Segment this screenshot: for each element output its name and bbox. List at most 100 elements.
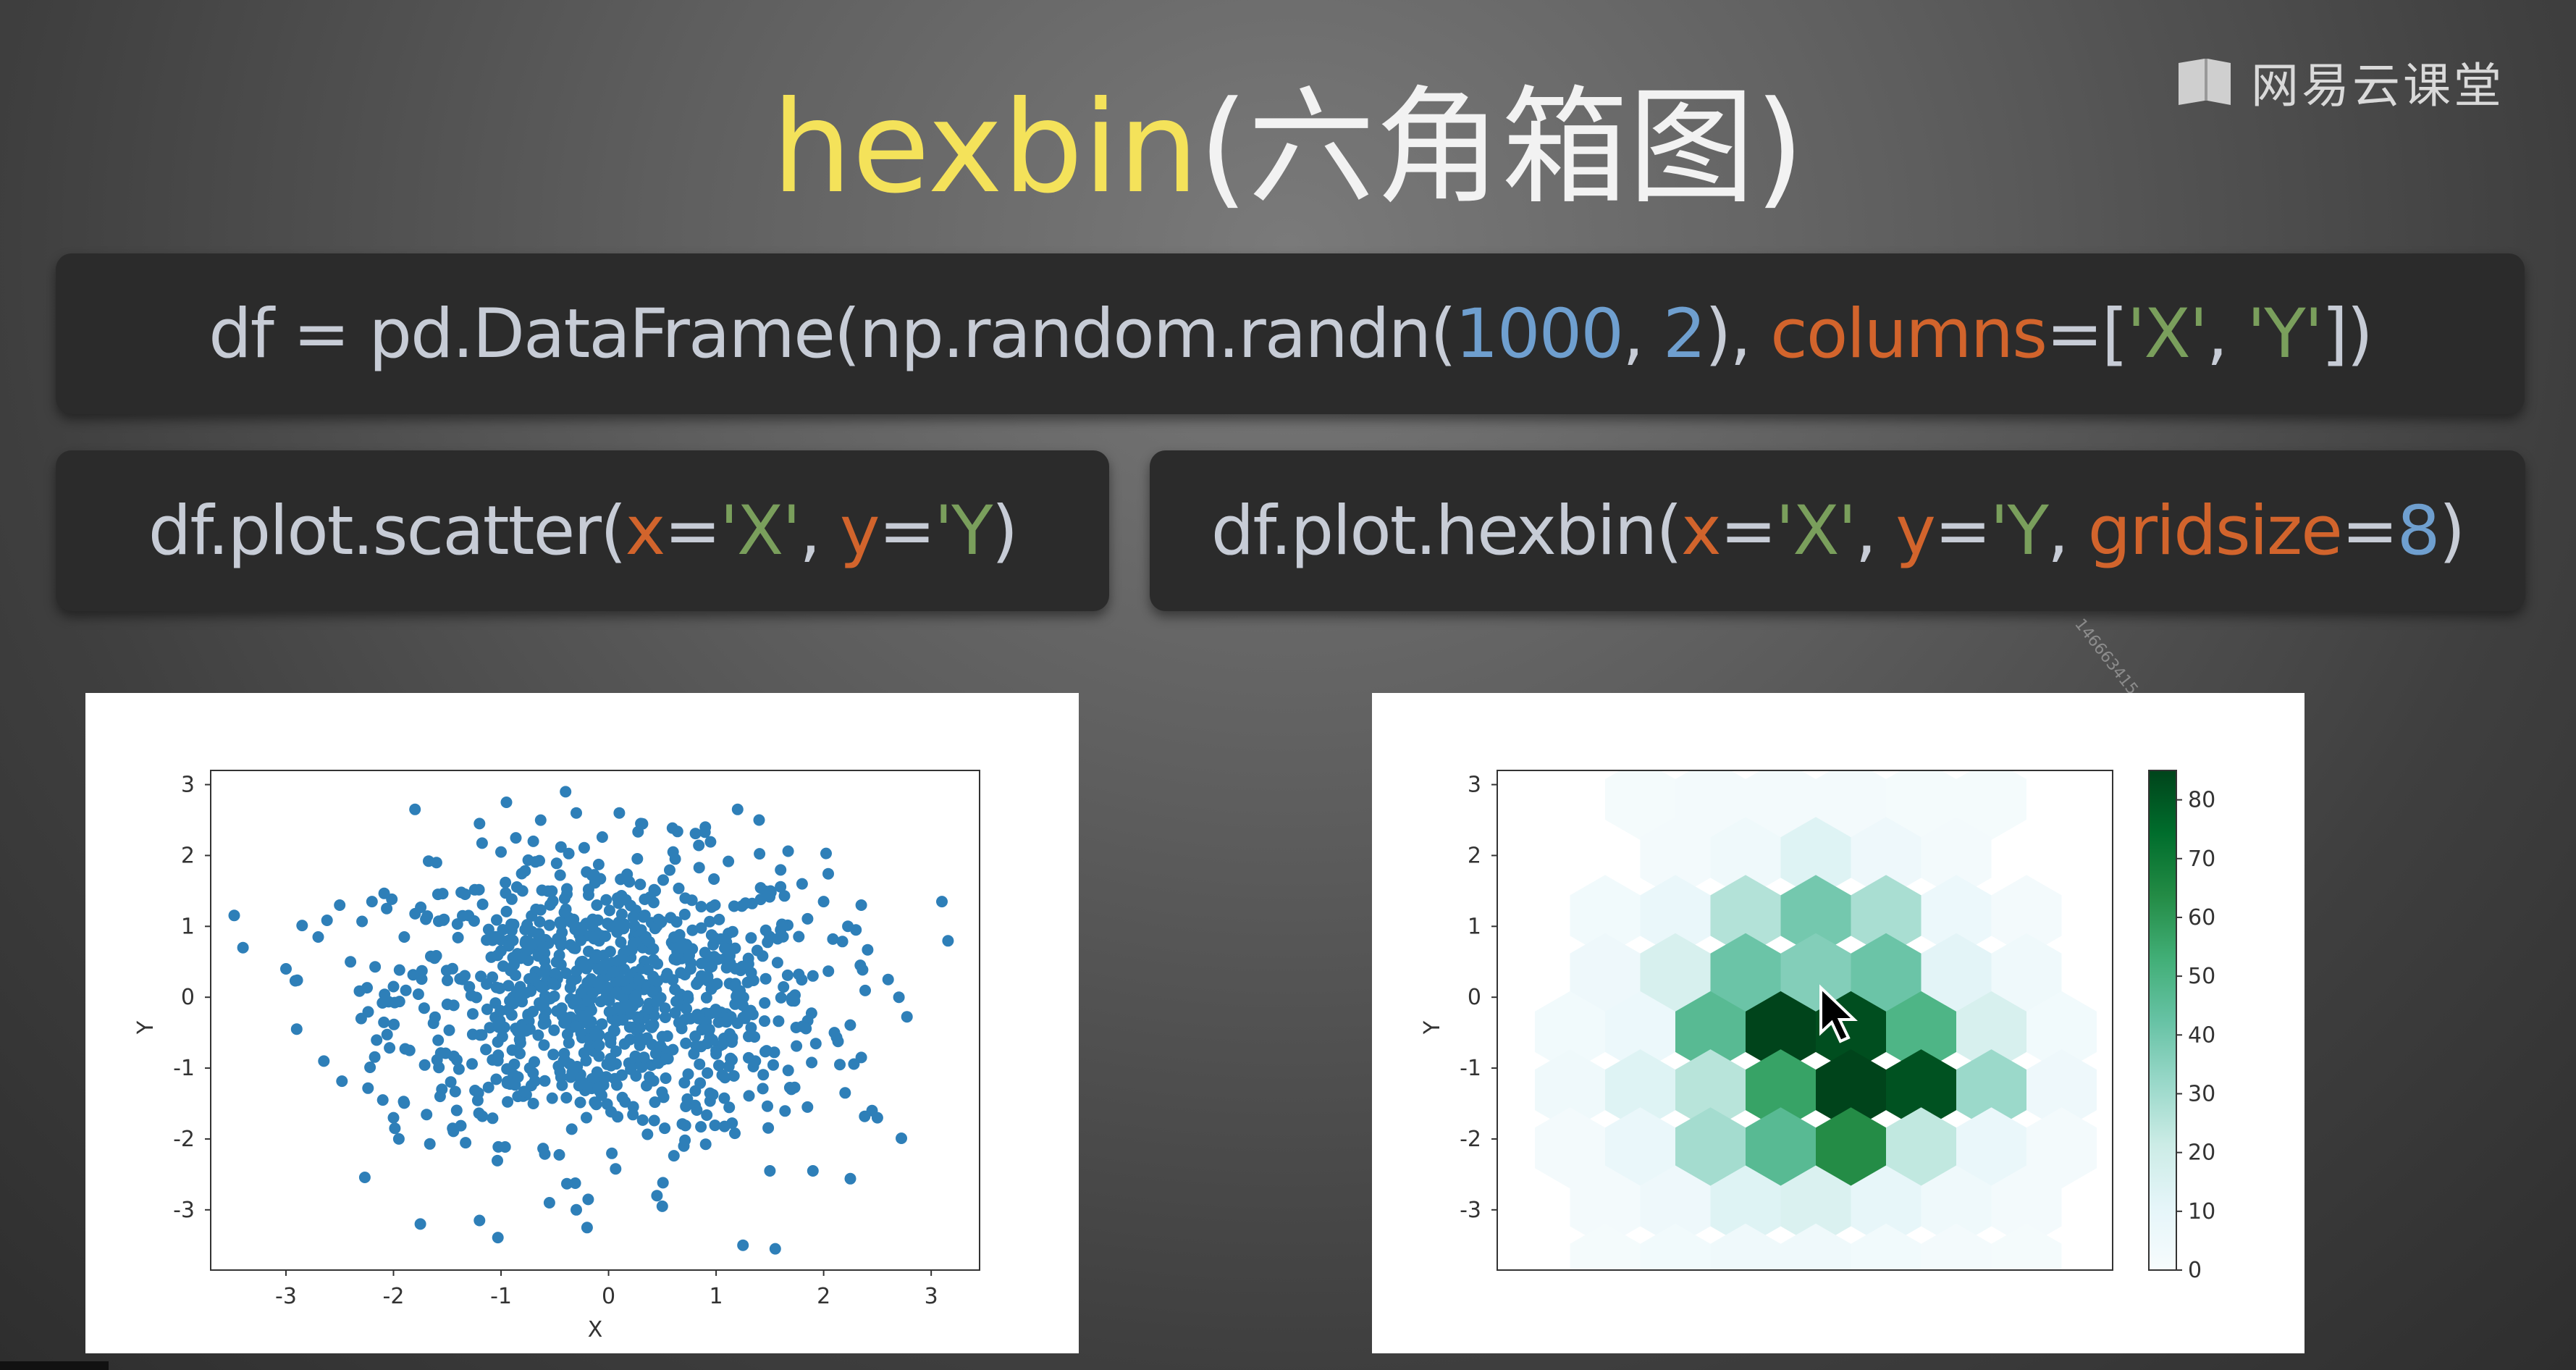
scatter-point bbox=[656, 1086, 668, 1098]
scatter-point bbox=[605, 1033, 617, 1045]
scatter-point bbox=[669, 983, 681, 996]
hex-cell bbox=[1851, 875, 1922, 957]
scatter-point bbox=[644, 891, 656, 903]
scatter-point bbox=[745, 932, 757, 944]
scatter-point bbox=[807, 970, 819, 982]
scatter-point bbox=[648, 1114, 660, 1127]
scatter-point bbox=[550, 857, 563, 870]
hex-cell bbox=[1640, 1165, 1711, 1247]
scatter-point bbox=[397, 1096, 410, 1108]
scatter-point bbox=[832, 1035, 844, 1048]
y-tick-label: 2 bbox=[181, 843, 195, 868]
code-token: = bbox=[1934, 491, 1992, 571]
scatter-point bbox=[485, 951, 497, 963]
hex-cell bbox=[2026, 1049, 2097, 1131]
scatter-point bbox=[393, 964, 405, 976]
code-token: df = pd.DataFrame(np.random.randn( bbox=[209, 294, 1457, 374]
title-main: hexbin bbox=[771, 75, 1199, 222]
scatter-point bbox=[538, 1039, 550, 1051]
code-token: 2 bbox=[1662, 294, 1706, 374]
scatter-point bbox=[289, 975, 301, 987]
hex-cell bbox=[1640, 933, 1711, 1014]
scatter-point bbox=[482, 1081, 494, 1093]
scatter-point bbox=[596, 1018, 608, 1030]
scatter-point bbox=[563, 847, 575, 860]
code-token: 'Y' bbox=[2247, 294, 2323, 374]
scatter-point bbox=[624, 1033, 636, 1046]
scatter-axes-frame bbox=[210, 770, 980, 1271]
hex-cell bbox=[1886, 770, 1956, 840]
scatter-point bbox=[389, 1122, 401, 1135]
scatter-point bbox=[681, 1003, 693, 1015]
hex-cell bbox=[1710, 1223, 1781, 1270]
scatter-point bbox=[547, 978, 559, 990]
scatter-point bbox=[936, 896, 948, 908]
code-token: , bbox=[1622, 294, 1663, 374]
scatter-point bbox=[779, 1105, 791, 1117]
hex-cell bbox=[1746, 770, 1816, 840]
scatter-point bbox=[418, 1059, 431, 1071]
y-tick-label: 2 bbox=[1468, 843, 1481, 868]
scatter-point bbox=[423, 855, 434, 867]
scatter-point bbox=[555, 1071, 567, 1083]
scatter-point bbox=[500, 905, 513, 917]
scatter-point bbox=[647, 954, 660, 966]
scatter-point bbox=[607, 1058, 619, 1070]
scatter-point bbox=[627, 1101, 639, 1113]
scatter-point bbox=[318, 1055, 330, 1067]
scatter-point bbox=[466, 1058, 478, 1070]
scatter-point bbox=[615, 919, 627, 931]
y-tick-label: 3 bbox=[181, 773, 195, 798]
scatter-point bbox=[612, 1001, 624, 1014]
scatter-point bbox=[480, 1043, 492, 1056]
code-token: 8 bbox=[2396, 491, 2441, 571]
code-line-2: df.plot.scatter(x='X', y='Y) bbox=[148, 491, 1019, 571]
scatter-point bbox=[482, 923, 494, 936]
hex-cell bbox=[1675, 1049, 1746, 1131]
scatter-point bbox=[489, 930, 502, 943]
scatter-point bbox=[280, 963, 292, 975]
scatter-point bbox=[600, 894, 613, 906]
code-token: , bbox=[799, 491, 840, 571]
scatter-point bbox=[634, 1022, 647, 1034]
scatter-point bbox=[497, 924, 509, 936]
scatter-point bbox=[487, 1112, 499, 1125]
scatter-point bbox=[718, 1092, 731, 1104]
scatter-point bbox=[497, 960, 509, 972]
scatter-point bbox=[741, 958, 754, 970]
scatter-point bbox=[737, 1239, 749, 1251]
scatter-point bbox=[492, 1154, 503, 1167]
scatter-point bbox=[459, 888, 471, 900]
scatter-point bbox=[366, 896, 378, 908]
scatter-point bbox=[543, 919, 555, 931]
code-token: columns bbox=[1770, 294, 2047, 374]
scatter-point bbox=[378, 1016, 390, 1028]
scatter-point bbox=[450, 1104, 463, 1117]
hex-cell bbox=[1675, 770, 1746, 840]
scatter-point bbox=[501, 1075, 513, 1088]
x-tick-label: 2 bbox=[817, 1284, 830, 1309]
scatter-point bbox=[520, 1025, 532, 1037]
scatter-point bbox=[647, 943, 660, 955]
book-icon bbox=[2179, 59, 2231, 105]
scatter-point bbox=[590, 1098, 602, 1111]
mouse-cursor-icon bbox=[1819, 984, 1858, 1043]
scatter-point bbox=[445, 1076, 457, 1088]
scatter-point bbox=[661, 967, 673, 980]
scatter-point bbox=[570, 1020, 582, 1033]
scatter-point bbox=[762, 1122, 775, 1134]
scatter-point bbox=[499, 1141, 511, 1153]
code-token: = bbox=[1720, 491, 1777, 571]
scatter-point bbox=[296, 920, 308, 932]
scatter-point bbox=[725, 1052, 736, 1064]
y-tick-label: 0 bbox=[181, 985, 195, 1010]
scatter-point bbox=[481, 1003, 493, 1015]
scatter-point bbox=[822, 965, 835, 978]
scatter-point bbox=[659, 1122, 671, 1135]
scatter-point bbox=[656, 1200, 668, 1212]
scatter-point bbox=[546, 885, 558, 897]
scatter-point bbox=[527, 1098, 539, 1109]
scatter-point bbox=[565, 1123, 578, 1135]
scatter-point bbox=[633, 974, 645, 986]
scatter-point bbox=[649, 1048, 662, 1060]
